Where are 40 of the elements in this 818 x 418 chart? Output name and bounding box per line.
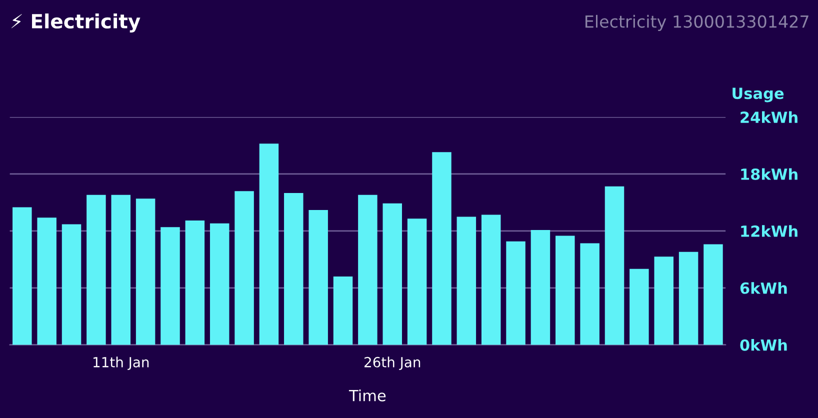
bar [333,276,353,345]
y-tick-label: 12kWh [741,225,798,237]
bar [136,198,156,345]
bar [111,194,131,345]
bar [704,244,723,345]
bar [382,203,402,345]
bar [678,252,698,345]
bar [358,194,378,345]
bar [234,191,254,345]
bar [481,214,501,345]
x-tick-label: 26th Jan [364,356,420,370]
bar [407,218,427,345]
bar [160,227,180,345]
bar [37,218,56,345]
x-axis-title: Time [348,390,386,402]
chart-subtitle: Electricity 1300013301427 [586,14,808,32]
bar [432,152,452,345]
bar [259,144,279,345]
bar [86,194,106,345]
y-axis-title: Usage [732,88,784,102]
y-tick-label: 24kWh [740,111,798,123]
bar [630,268,649,345]
bar [530,230,550,345]
y-tick-label: 18kWh [741,168,798,180]
bar [604,186,624,345]
x-tick-label: 11th Jan [94,356,149,370]
y-tick-label: 0kWh [740,339,787,351]
bar [185,220,205,345]
bar [210,223,230,345]
bar [506,241,526,345]
bar [12,207,32,345]
bar [580,243,600,345]
bar [308,210,328,345]
bar [556,236,575,345]
bar [284,192,304,345]
bar [62,224,82,345]
y-tick-label: 6kWh [740,282,787,294]
bar [456,216,476,345]
bar [654,256,674,345]
chart-title: ⚡ Electricity [11,14,140,32]
